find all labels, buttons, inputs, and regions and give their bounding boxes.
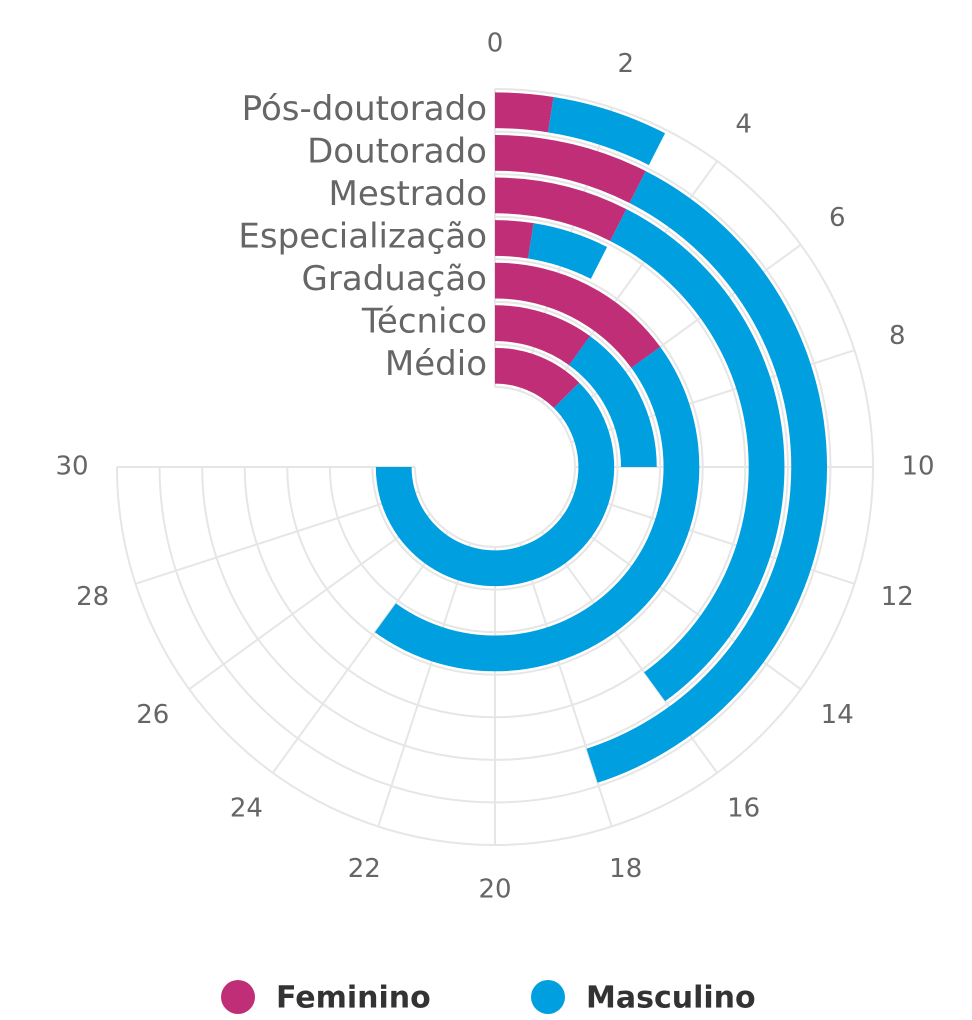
bar — [374, 346, 700, 672]
category-label: Doutorado — [307, 131, 487, 171]
grid-line — [188, 513, 431, 690]
category-label: Especialização — [238, 217, 487, 257]
grid-circle — [328, 300, 662, 634]
tick-label: 22 — [348, 854, 381, 884]
tick-label: 28 — [76, 582, 109, 612]
category-label: Mestrado — [329, 174, 488, 214]
tick-label: 26 — [136, 700, 169, 730]
tick-label: 8 — [889, 321, 906, 351]
grid-circle — [371, 343, 619, 591]
tick-label: 10 — [901, 452, 934, 482]
tick-label: 14 — [821, 700, 854, 730]
tick-label: 30 — [55, 452, 88, 482]
legend-label: Feminino — [276, 981, 431, 1016]
tick-label: 2 — [617, 49, 634, 79]
bar — [586, 171, 828, 783]
category-label: Técnico — [361, 302, 487, 342]
bar — [375, 382, 615, 587]
bar — [495, 134, 646, 204]
grid-circle — [201, 173, 789, 761]
grid-line — [272, 531, 449, 774]
grid-line — [377, 542, 472, 827]
tick-label: 4 — [735, 109, 752, 139]
bar — [495, 92, 554, 133]
grid-circle — [158, 130, 832, 804]
bar — [548, 97, 666, 166]
bar — [495, 262, 661, 368]
grid-circle — [243, 215, 747, 719]
tick-label: 6 — [829, 203, 846, 233]
tick-label: 16 — [727, 794, 760, 824]
legend-marker — [531, 980, 565, 1014]
bar — [569, 336, 657, 467]
grid-circle — [286, 258, 704, 676]
tick-label: 18 — [609, 854, 642, 884]
category-label: Graduação — [302, 259, 487, 299]
grid-line — [135, 490, 420, 585]
tick-label: 0 — [487, 29, 504, 59]
grid-circle — [116, 88, 874, 846]
category-label: Pós-doutorado — [242, 89, 487, 129]
tick-label: 24 — [230, 794, 263, 824]
legend-label: Masculino — [586, 981, 756, 1016]
bar — [495, 347, 580, 409]
legend-marker — [221, 980, 255, 1014]
bar — [495, 220, 534, 259]
bar — [610, 209, 785, 702]
bar — [528, 223, 608, 279]
grid-circle — [414, 386, 576, 548]
bar — [495, 305, 591, 366]
bar — [495, 177, 627, 241]
tick-label: 12 — [881, 582, 914, 612]
grid-line — [518, 542, 613, 827]
tick-label: 20 — [478, 875, 511, 905]
category-label: Médio — [385, 344, 487, 384]
